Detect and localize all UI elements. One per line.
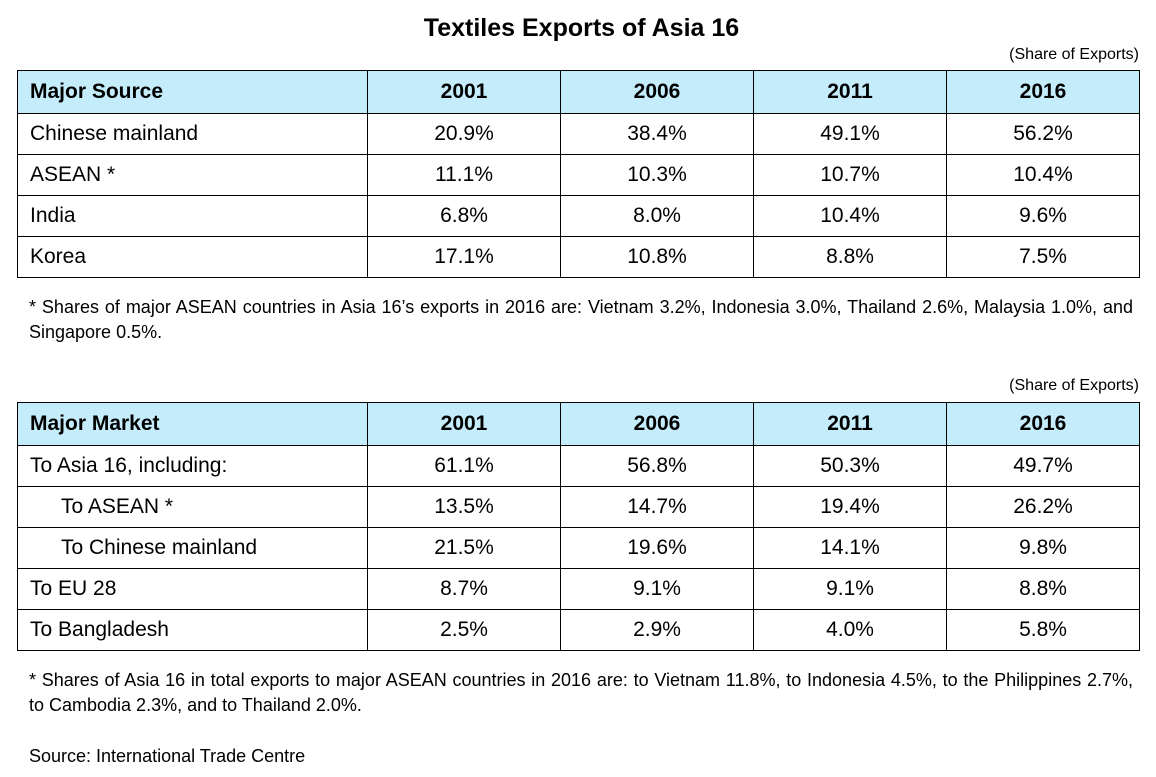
table-row: To EU 28 8.7% 9.1% 9.1% 8.8% [17,568,1140,610]
page-title: Textiles Exports of Asia 16 [423,14,740,42]
table-row: Chinese mainland 20.9% 38.4% 49.1% 56.2% [17,113,1140,155]
row-label: To Chinese mainland [17,527,368,569]
table-cell: 50.3% [753,445,947,487]
table-header-row: Major Source 2001 2006 2011 2016 [17,70,1140,114]
market-footnote: * Shares of Asia 16 in total exports to … [29,670,1133,715]
table-cell: 9.1% [753,568,947,610]
table-cell: 8.8% [753,236,947,278]
table-cell: 13.5% [367,486,561,528]
table-cell: 10.3% [560,154,754,196]
table-cell: 6.8% [367,195,561,237]
share-note-source: (Share of Exports) [1009,46,1139,63]
market-table: Major Market 2001 2006 2011 2016 To Asia… [17,402,1140,651]
table-cell: 5.8% [946,609,1140,651]
share-note-market: (Share of Exports) [1009,377,1139,394]
table-cell: 4.0% [753,609,947,651]
table-cell: 17.1% [367,236,561,278]
table-row: To Chinese mainland 21.5% 19.6% 14.1% 9.… [17,527,1140,569]
table-row: India 6.8% 8.0% 10.4% 9.6% [17,195,1140,237]
table-cell: 9.6% [946,195,1140,237]
table-cell: 26.2% [946,486,1140,528]
table-cell: 10.7% [753,154,947,196]
column-header: 2001 [367,70,561,114]
column-header: 2016 [946,70,1140,114]
column-header: 2016 [946,402,1140,446]
column-header: 2001 [367,402,561,446]
table-cell: 49.7% [946,445,1140,487]
table-row: To Asia 16, including: 61.1% 56.8% 50.3%… [17,445,1140,487]
table-cell: 19.4% [753,486,947,528]
row-label: To Asia 16, including: [17,445,368,487]
column-header: 2006 [560,402,754,446]
table-cell: 8.8% [946,568,1140,610]
table-cell: 38.4% [560,113,754,155]
table-row: Korea 17.1% 10.8% 8.8% 7.5% [17,236,1140,278]
row-label: ASEAN * [17,154,368,196]
table-cell: 56.8% [560,445,754,487]
table-cell: 20.9% [367,113,561,155]
table-cell: 14.7% [560,486,754,528]
table-cell: 7.5% [946,236,1140,278]
source-credit: Source: International Trade Centre [29,746,306,766]
column-header: 2011 [753,70,947,114]
column-header: Major Source [17,70,368,114]
table-cell: 2.5% [367,609,561,651]
table-cell: 8.7% [367,568,561,610]
row-label: Korea [17,236,368,278]
table-row: To ASEAN * 13.5% 14.7% 19.4% 26.2% [17,486,1140,528]
table-cell: 49.1% [753,113,947,155]
table-cell: 14.1% [753,527,947,569]
table-cell: 2.9% [560,609,754,651]
row-label: To ASEAN * [17,486,368,528]
row-label: To EU 28 [17,568,368,610]
table-cell: 10.4% [946,154,1140,196]
table-cell: 61.1% [367,445,561,487]
table-cell: 56.2% [946,113,1140,155]
table-cell: 10.8% [560,236,754,278]
table-cell: 8.0% [560,195,754,237]
table-cell: 19.6% [560,527,754,569]
row-label: Chinese mainland [17,113,368,155]
row-label: India [17,195,368,237]
column-header: 2006 [560,70,754,114]
row-label: To Bangladesh [17,609,368,651]
table-cell: 10.4% [753,195,947,237]
table-row: ASEAN * 11.1% 10.3% 10.7% 10.4% [17,154,1140,196]
column-header: Major Market [17,402,368,446]
table-cell: 11.1% [367,154,561,196]
table-cell: 9.8% [946,527,1140,569]
source-table: Major Source 2001 2006 2011 2016 Chinese… [17,70,1140,278]
table-row: To Bangladesh 2.5% 2.9% 4.0% 5.8% [17,609,1140,651]
table-cell: 9.1% [560,568,754,610]
source-footnote: * Shares of major ASEAN countries in Asi… [29,297,1133,342]
table-header-row: Major Market 2001 2006 2011 2016 [17,402,1140,446]
table-cell: 21.5% [367,527,561,569]
column-header: 2011 [753,402,947,446]
